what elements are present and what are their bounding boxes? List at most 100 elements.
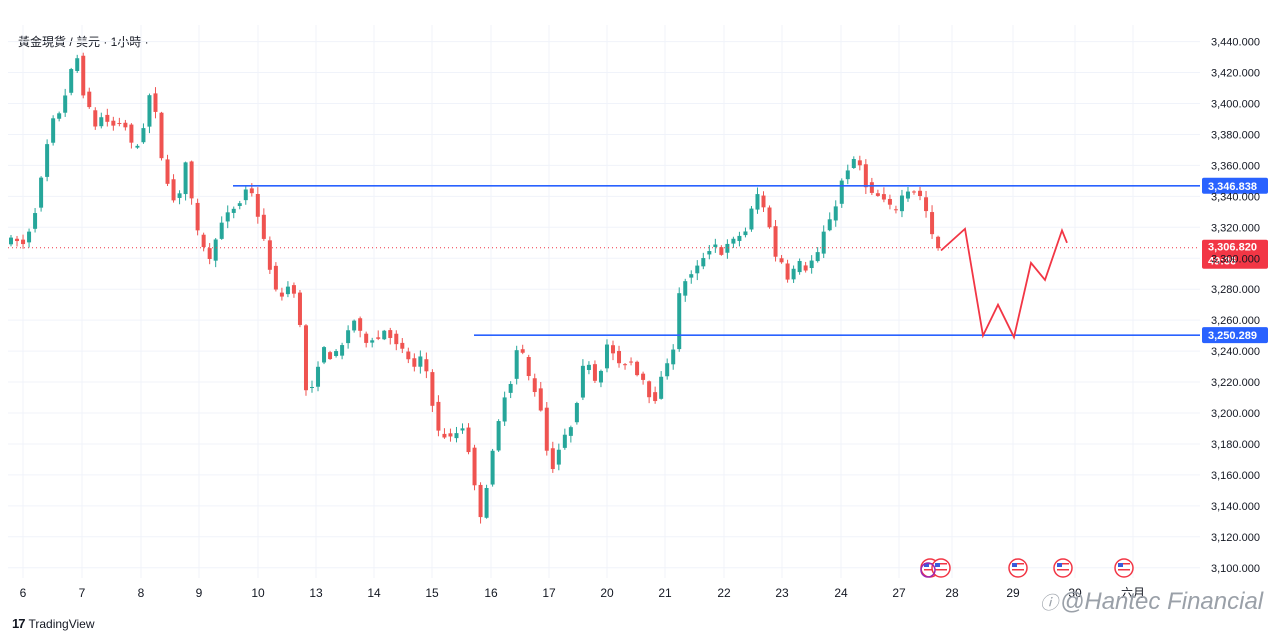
candle-body xyxy=(568,427,573,436)
candle-body xyxy=(496,421,501,451)
event-ring xyxy=(1114,558,1134,578)
candle-body xyxy=(827,219,832,231)
candle-body xyxy=(382,330,387,340)
candle-body xyxy=(81,55,86,96)
flag-stripe xyxy=(1012,563,1024,565)
y-tick-label: 3,280.000 xyxy=(1211,284,1260,296)
dividend-event-icon[interactable] xyxy=(920,562,936,578)
x-tick-label: 30 xyxy=(1068,586,1082,600)
candle-body xyxy=(243,189,248,201)
candle-body xyxy=(376,337,381,339)
candle-body xyxy=(310,386,314,388)
candle-body xyxy=(165,159,170,184)
candle-body xyxy=(322,347,327,363)
flag-stripe xyxy=(1057,566,1069,568)
candle-body xyxy=(207,248,212,259)
level-price-tag xyxy=(1202,327,1268,344)
candle-body xyxy=(665,363,670,377)
us-flag-event-icon[interactable] xyxy=(1053,558,1073,578)
support-resistance-lines[interactable]: 3,346.838 3,250.289 xyxy=(233,177,1268,344)
candle-body xyxy=(713,244,718,248)
price-axis[interactable]: 3,100.000 3,120.000 3,140.000 3,160.000 3,18… xyxy=(1211,37,1260,575)
flag-canton xyxy=(935,563,940,567)
candle-body xyxy=(797,260,802,273)
flag-stripe xyxy=(1057,569,1069,571)
candle-body xyxy=(129,124,134,143)
flag-stripe xyxy=(1012,569,1024,571)
grid xyxy=(8,25,1200,578)
candle-body xyxy=(93,110,98,127)
y-tick-label: 3,220.000 xyxy=(1211,377,1260,389)
x-tick-label: 21 xyxy=(658,586,672,600)
flag-canton xyxy=(1118,563,1123,567)
x-tick-label: 8 xyxy=(138,586,145,600)
flag-canton xyxy=(1012,563,1017,567)
candle-body xyxy=(635,361,640,376)
tradingview-logo[interactable]: 17 TradingView xyxy=(12,616,95,631)
level-price-label: 3,346.838 xyxy=(1208,181,1257,193)
candle-body xyxy=(707,251,712,255)
y-tick-label: 3,260.000 xyxy=(1211,315,1260,327)
flag-stripe xyxy=(935,566,947,568)
candle-body xyxy=(225,212,230,222)
candle-body xyxy=(231,208,236,213)
candle-body xyxy=(689,274,694,278)
candle-body xyxy=(893,209,898,211)
candle-body xyxy=(189,161,194,199)
watermark-logo-icon: ⓘ xyxy=(1040,593,1058,613)
current-price-line: 3,306.820 49:36 xyxy=(8,239,1268,269)
economic-events[interactable] xyxy=(920,558,1134,578)
candles xyxy=(9,52,941,524)
candle-body xyxy=(69,69,74,93)
candle-body xyxy=(39,177,44,208)
candle-body xyxy=(544,407,549,451)
tradingview-brand: TradingView xyxy=(28,616,95,631)
time-axis[interactable]: 6 7 8 9 10 13 14 15 16 17 20 21 22 23 24 27 28 29 30 六月 xyxy=(20,586,1145,600)
candle-body xyxy=(448,433,453,437)
candle-body xyxy=(57,113,62,119)
candle-body xyxy=(574,403,579,423)
x-tick-label: 23 xyxy=(775,586,789,600)
candle-body xyxy=(9,237,13,245)
candle-body xyxy=(791,268,796,280)
flag-canton xyxy=(924,563,929,567)
candle-body xyxy=(809,260,814,269)
candle-body xyxy=(833,206,838,221)
us-flag-event-icon[interactable] xyxy=(931,558,951,578)
candle-body xyxy=(442,433,447,438)
candle-body xyxy=(249,188,254,194)
y-tick-label: 3,100.000 xyxy=(1211,563,1260,575)
candle-body xyxy=(466,427,471,453)
candle-body xyxy=(881,194,886,200)
y-tick-label: 3,400.000 xyxy=(1211,99,1260,111)
candle-body xyxy=(526,357,531,377)
y-tick-label: 3,200.000 xyxy=(1211,408,1260,420)
candle-body xyxy=(677,293,682,350)
candle-body xyxy=(171,179,176,201)
event-ring xyxy=(1008,558,1028,578)
tradingview-mark-icon: 17 xyxy=(12,616,26,631)
flag-stripe xyxy=(1118,563,1130,565)
candle-body xyxy=(195,202,200,231)
flag-stripe xyxy=(924,569,936,571)
candle-body xyxy=(875,193,880,196)
y-tick-label: 3,360.000 xyxy=(1211,160,1260,172)
candle-body xyxy=(839,180,844,204)
current-price-tag xyxy=(1202,239,1268,269)
candle-body xyxy=(279,292,284,297)
candle-body xyxy=(135,145,140,148)
flag-stripe xyxy=(1057,572,1069,574)
candle-body xyxy=(267,240,272,270)
candle-body xyxy=(532,378,537,393)
us-flag-event-icon[interactable] xyxy=(1008,558,1028,578)
candle-body xyxy=(400,342,405,349)
y-tick-label: 3,240.000 xyxy=(1211,346,1260,358)
flag-stripe xyxy=(1012,572,1024,574)
candle-body xyxy=(418,356,423,367)
us-flag-event-icon[interactable] xyxy=(1114,558,1134,578)
flag-stripe xyxy=(1118,569,1130,571)
candle-body xyxy=(538,388,543,411)
candle-body xyxy=(641,373,646,380)
candle-body xyxy=(27,231,32,243)
